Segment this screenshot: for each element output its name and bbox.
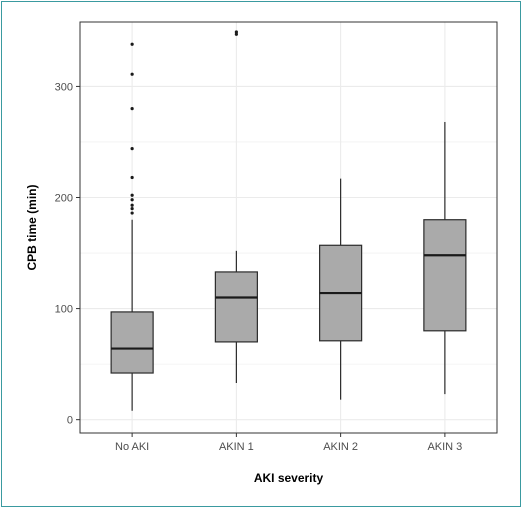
y-axis-title: CPB time (min) bbox=[25, 184, 39, 270]
x-tick-label: No AKI bbox=[115, 441, 149, 453]
y-tick-label: 300 bbox=[55, 81, 73, 93]
outlier-point bbox=[130, 193, 134, 197]
box-group bbox=[423, 121, 467, 395]
box-group bbox=[214, 30, 258, 384]
x-tick-label: AKIN 3 bbox=[427, 441, 462, 453]
box-body bbox=[214, 271, 258, 343]
y-tick-label: 100 bbox=[55, 304, 73, 316]
outlier-point bbox=[130, 207, 134, 211]
panel-border bbox=[79, 21, 498, 434]
y-tick-label: 200 bbox=[55, 193, 73, 205]
box-group bbox=[110, 42, 154, 411]
x-tick-label: AKIN 1 bbox=[219, 441, 254, 453]
x-axis-title: AKI severity bbox=[254, 471, 324, 485]
outlier-point bbox=[234, 30, 238, 34]
box-body bbox=[423, 219, 467, 332]
outlier-point bbox=[130, 175, 134, 180]
y-tick-label: 0 bbox=[67, 415, 73, 427]
box-group bbox=[319, 178, 363, 400]
outlier-point bbox=[130, 147, 134, 151]
box-body bbox=[110, 311, 154, 374]
outlier-point bbox=[130, 107, 134, 111]
x-tick-label: AKIN 2 bbox=[323, 441, 358, 453]
axis-layer: 0 100 200 300 No AKI AKIN 1 AKIN 2 AKIN 3 bbox=[55, 81, 463, 453]
outlier-point bbox=[130, 42, 134, 46]
outlier-point bbox=[130, 72, 134, 76]
outlier-point bbox=[130, 211, 134, 215]
outlier-point bbox=[234, 32, 238, 36]
outlier-point bbox=[130, 203, 134, 207]
outlier-point bbox=[130, 198, 134, 202]
boxes-layer bbox=[110, 30, 467, 411]
